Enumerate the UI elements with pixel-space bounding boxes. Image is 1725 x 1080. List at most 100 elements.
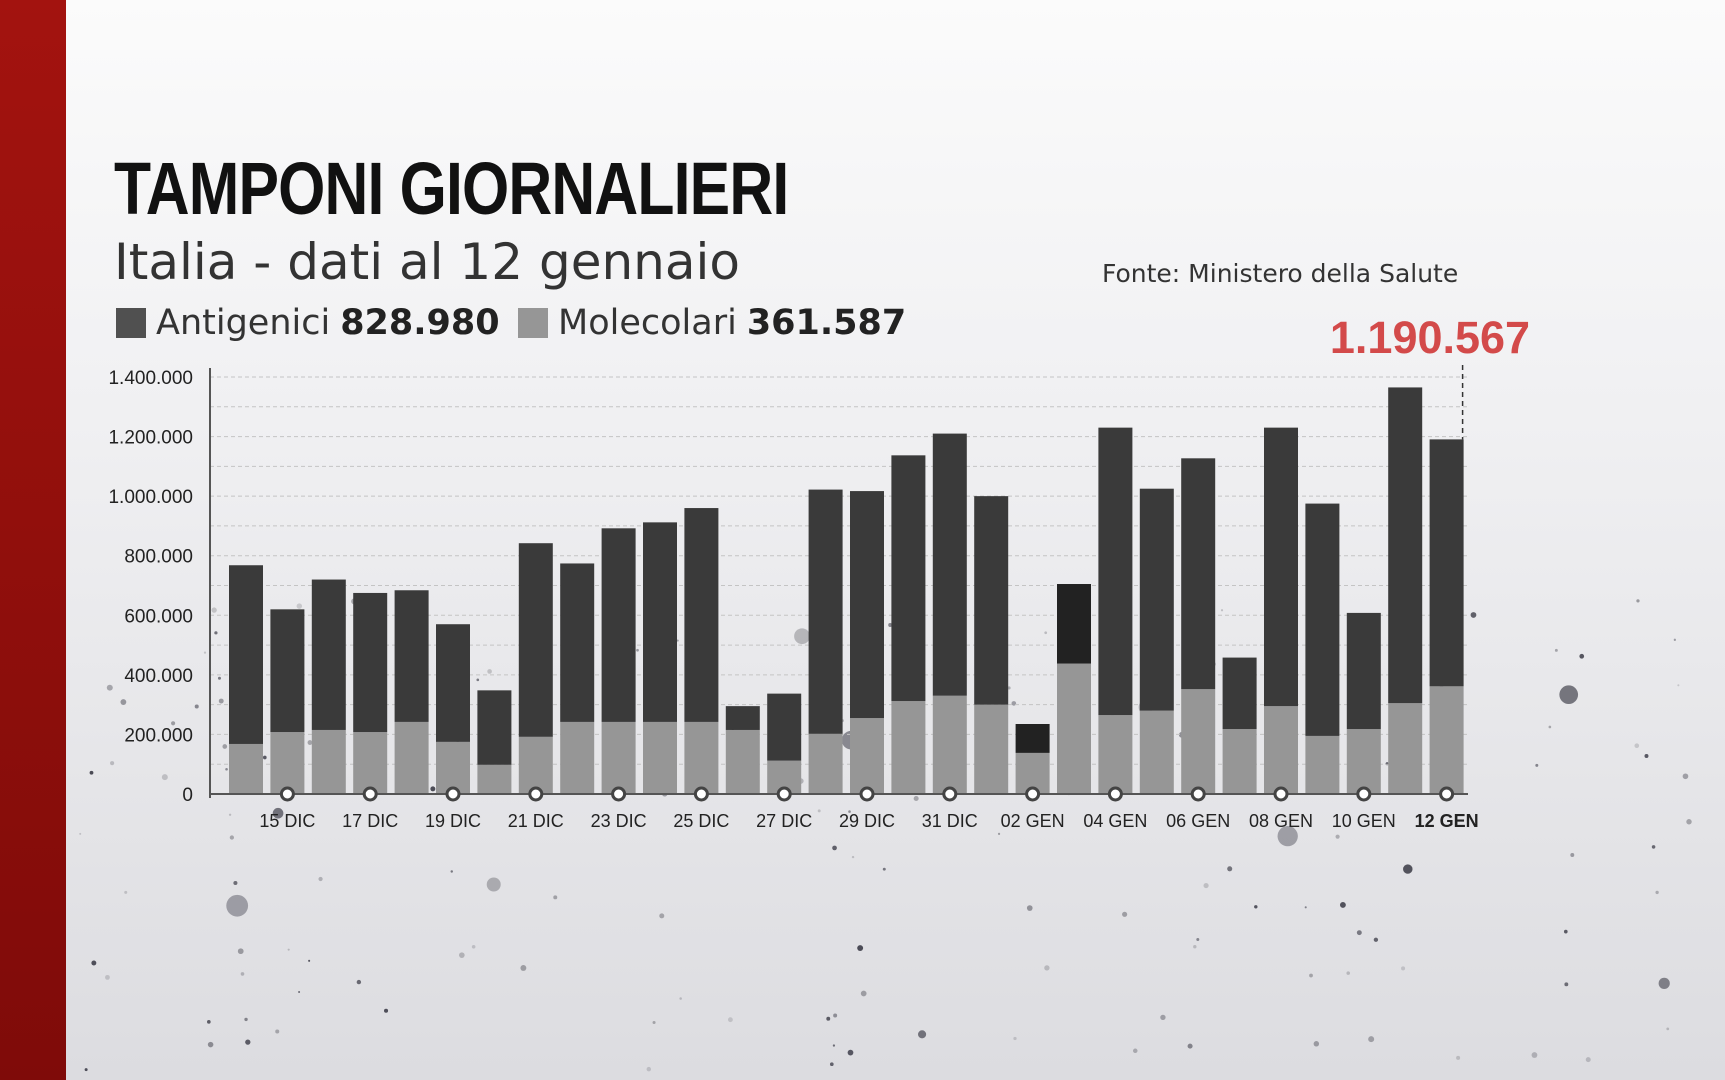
speckle-dot bbox=[1634, 743, 1640, 749]
speckle-dot bbox=[659, 913, 665, 919]
x-tick-marker bbox=[1273, 786, 1289, 802]
y-tick-label: 1.000.000 bbox=[108, 487, 193, 508]
bar-antigenici bbox=[808, 489, 843, 734]
speckle-dot bbox=[857, 945, 864, 952]
speckle-dot bbox=[1007, 686, 1011, 690]
speckle-dot bbox=[1658, 977, 1670, 989]
speckle-dot bbox=[229, 835, 234, 840]
x-tick-marker bbox=[1439, 786, 1455, 802]
speckle-dot bbox=[1013, 1036, 1017, 1041]
speckle-dot bbox=[1026, 905, 1033, 911]
speckle-dot bbox=[106, 684, 113, 691]
speckle-dot bbox=[1470, 612, 1477, 618]
chart-subtitle: Italia - dati al 12 gennaio bbox=[114, 233, 740, 291]
x-tick-label: 02 GEN bbox=[1001, 811, 1065, 831]
bar-antigenici bbox=[560, 563, 595, 722]
speckle-dot bbox=[207, 1041, 214, 1048]
x-tick-marker bbox=[362, 786, 378, 802]
x-tick-marker bbox=[693, 786, 709, 802]
x-tick-label: 15 DIC bbox=[259, 811, 315, 831]
speckle-dot bbox=[91, 960, 97, 966]
x-tick-marker bbox=[1356, 786, 1372, 802]
speckle-dot bbox=[848, 810, 851, 813]
speckle-dot bbox=[1203, 883, 1209, 889]
speckle-dot bbox=[676, 639, 679, 642]
speckle-dot bbox=[105, 974, 110, 980]
speckle-dot bbox=[1044, 965, 1050, 971]
speckle-dot bbox=[888, 623, 893, 627]
speckle-dot bbox=[1346, 971, 1350, 975]
bar-antigenici bbox=[270, 609, 305, 733]
bar-molecolari bbox=[932, 695, 967, 794]
bar-molecolari bbox=[1264, 706, 1298, 794]
speckle-dot bbox=[228, 813, 232, 816]
speckle-dot bbox=[1133, 1048, 1138, 1054]
speckle-dot bbox=[847, 1049, 854, 1056]
x-tick-label: 17 DIC bbox=[342, 811, 398, 831]
speckle-dot bbox=[1456, 1055, 1461, 1060]
speckle-dot bbox=[120, 699, 127, 705]
speckle-dot bbox=[1277, 825, 1298, 847]
speckle-dot bbox=[832, 845, 837, 851]
speckle-dot bbox=[652, 1021, 656, 1025]
legend-item-antigenici: Antigenici 828.980 bbox=[116, 302, 500, 344]
x-tick-label: 06 GEN bbox=[1166, 811, 1230, 831]
bar-antigenici bbox=[974, 496, 1009, 705]
speckle-dot bbox=[646, 1066, 652, 1072]
x-tick-marker bbox=[445, 786, 461, 802]
speckle-dot bbox=[1644, 753, 1649, 758]
speckle-dot bbox=[1585, 1057, 1591, 1063]
speckle-dot bbox=[860, 990, 867, 997]
bar-molecolari bbox=[518, 736, 553, 794]
speckle-dot bbox=[1401, 966, 1406, 971]
x-tick-marker bbox=[942, 786, 958, 802]
bar-molecolari bbox=[1388, 703, 1423, 794]
speckle-dot bbox=[794, 628, 810, 645]
speckle-dot bbox=[110, 761, 115, 766]
speckle-dot bbox=[1686, 819, 1692, 825]
bar-molecolari bbox=[601, 721, 636, 794]
speckle-dot bbox=[1313, 1041, 1320, 1047]
speckle-dot bbox=[727, 1017, 733, 1023]
speckle-dot bbox=[832, 1044, 836, 1047]
bar-antigenici bbox=[601, 528, 636, 722]
speckle-dot bbox=[245, 1039, 251, 1045]
source-note: Fonte: Ministero della Salute bbox=[1102, 259, 1459, 288]
speckle-dot bbox=[194, 704, 199, 709]
x-tick-label: 27 DIC bbox=[756, 811, 812, 831]
speckle-dot bbox=[240, 972, 245, 976]
x-tick-label: 10 GEN bbox=[1332, 811, 1396, 831]
speckle-dot bbox=[272, 807, 284, 819]
x-tick-marker bbox=[859, 786, 875, 802]
y-tick-label: 400.000 bbox=[124, 666, 193, 687]
bar-molecolari bbox=[436, 741, 470, 794]
speckle-dot bbox=[171, 721, 176, 726]
speckle-dot bbox=[997, 832, 1001, 835]
speckle-dot bbox=[1160, 1014, 1166, 1021]
bar-antigenici bbox=[353, 592, 388, 733]
x-tick-marker bbox=[1107, 786, 1123, 802]
bar-molecolari bbox=[1429, 686, 1464, 794]
bar-molecolari bbox=[1222, 729, 1257, 794]
speckle-dot bbox=[817, 809, 821, 813]
bar-molecolari bbox=[270, 732, 305, 794]
speckle-dot bbox=[307, 740, 313, 745]
x-tick-marker bbox=[279, 786, 295, 802]
speckle-dot bbox=[1673, 638, 1676, 641]
speckle-dot bbox=[1564, 982, 1569, 987]
x-tick-marker bbox=[776, 786, 792, 802]
bar-molecolari bbox=[891, 701, 926, 794]
speckle-dot bbox=[244, 1017, 248, 1022]
speckle-dot bbox=[218, 698, 224, 704]
speckle-dot bbox=[287, 948, 290, 951]
speckle-dot bbox=[84, 1068, 88, 1072]
speckle-dot bbox=[1682, 773, 1689, 780]
speckle-dot bbox=[430, 786, 436, 792]
x-tick-label: 23 DIC bbox=[591, 811, 647, 831]
speckle-dot bbox=[384, 1008, 389, 1013]
speckle-dot bbox=[1535, 763, 1539, 767]
speckle-dot bbox=[1356, 930, 1362, 936]
speckle-dot bbox=[851, 855, 855, 859]
speckle-dot bbox=[79, 832, 82, 835]
x-tick-label: 19 DIC bbox=[425, 811, 481, 831]
